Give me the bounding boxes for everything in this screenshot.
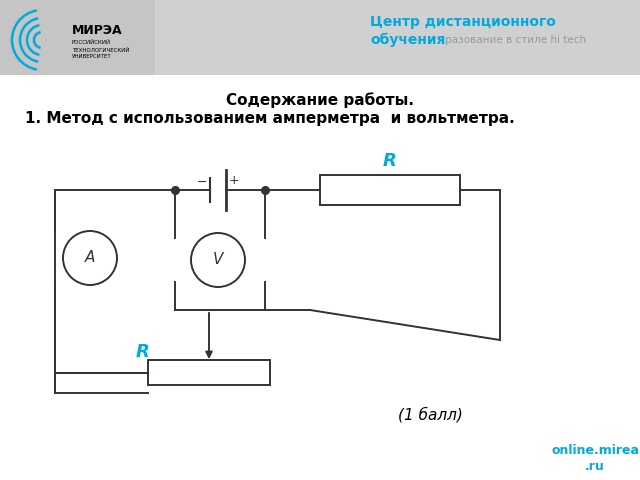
Text: Центр дистанционного: Центр дистанционного <box>370 15 556 29</box>
Text: (1 балл): (1 балл) <box>397 407 463 423</box>
Bar <box>148 360 270 385</box>
Text: A: A <box>85 251 95 265</box>
Bar <box>0 0 155 75</box>
Text: РОССИЙСКИЙ: РОССИЙСКИЙ <box>72 40 111 46</box>
Text: МИРЭА: МИРЭА <box>72 24 123 36</box>
Text: УНИВЕРСИТЕТ: УНИВЕРСИТЕТ <box>72 55 111 60</box>
Bar <box>0 0 640 75</box>
Text: 1. Метод с использованием амперметра  и вольтметра.: 1. Метод с использованием амперметра и в… <box>25 110 515 125</box>
Text: −: − <box>196 176 207 189</box>
Text: V: V <box>213 252 223 267</box>
Text: R: R <box>383 152 397 170</box>
Circle shape <box>191 233 245 287</box>
Text: online.mirea
.ru: online.mirea .ru <box>551 444 639 472</box>
Text: +: + <box>228 173 239 187</box>
Text: ТЕХНОЛОГИЧЕСКИЙ: ТЕХНОЛОГИЧЕСКИЙ <box>72 48 129 52</box>
Text: Содержание работы.: Содержание работы. <box>226 92 414 108</box>
Text: обучения: обучения <box>370 33 445 47</box>
Bar <box>320 175 460 205</box>
Text: разование в стиле hi tech: разование в стиле hi tech <box>445 35 586 45</box>
Circle shape <box>63 231 117 285</box>
Text: R: R <box>136 343 150 361</box>
